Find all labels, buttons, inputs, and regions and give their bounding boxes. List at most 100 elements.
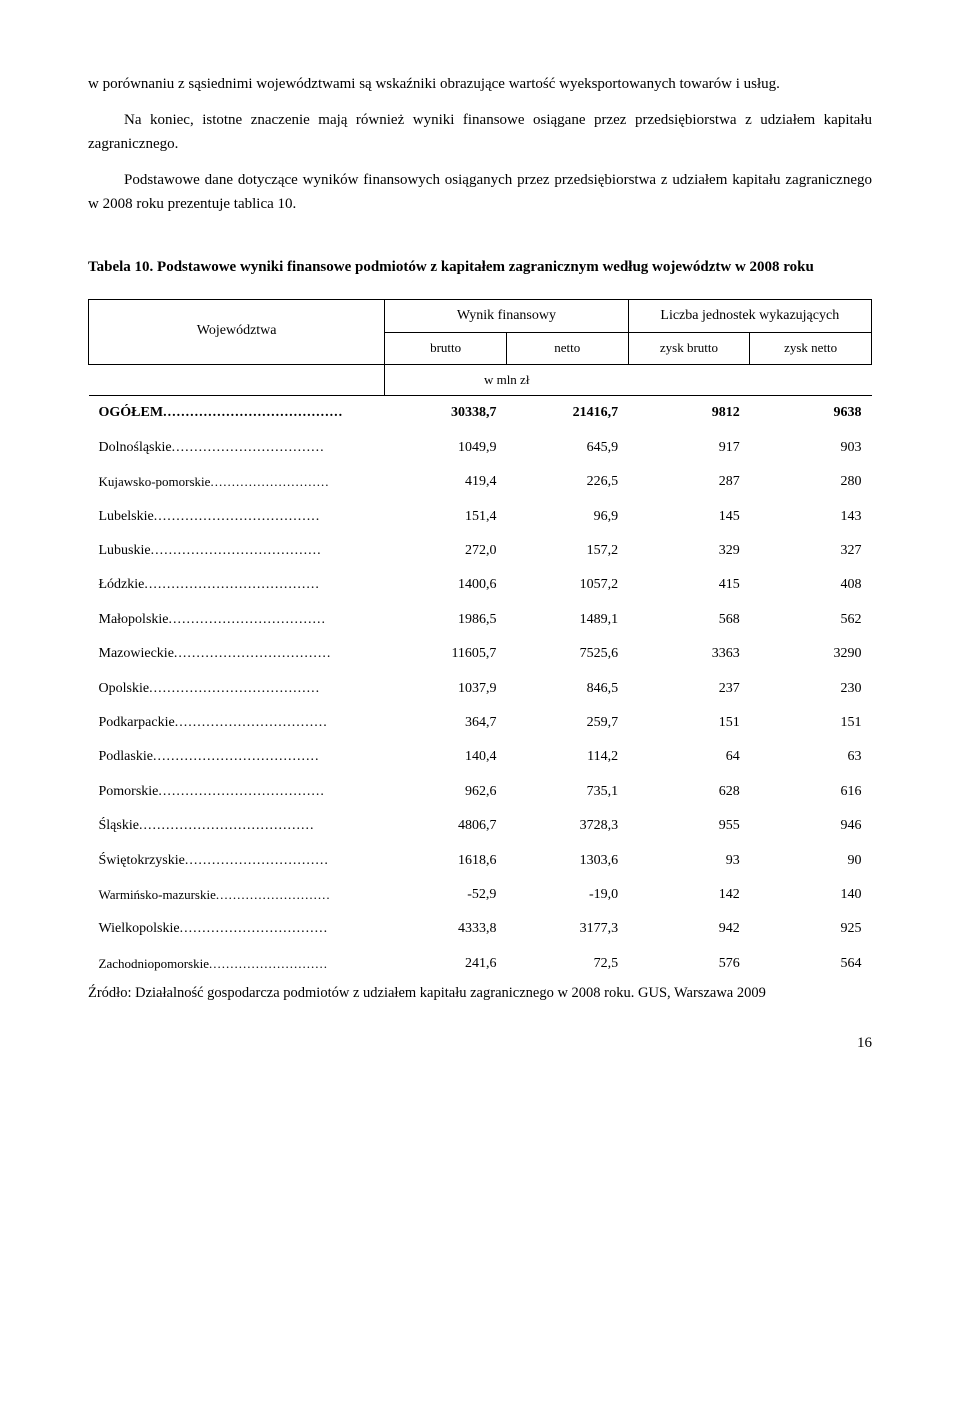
row-value: 3728,3	[506, 809, 628, 843]
row-label: Świętokrzyskie..........................…	[89, 844, 385, 878]
row-value: 616	[750, 775, 872, 809]
row-label: OGÓŁEM..................................…	[89, 396, 385, 431]
unit-empty2	[628, 364, 871, 396]
row-label: Dolnośląskie............................…	[89, 431, 385, 465]
table-row: Dolnośląskie............................…	[89, 431, 872, 465]
row-value: 64	[628, 740, 750, 774]
row-label: Warmińsko-mazurskie.....................…	[89, 878, 385, 912]
row-value: 7525,6	[506, 637, 628, 671]
paragraph-2: Na koniec, istotne znaczenie mają równie…	[88, 108, 872, 156]
row-value: 628	[628, 775, 750, 809]
row-value: 142	[628, 878, 750, 912]
unit-label: w mln zł	[385, 364, 628, 396]
row-value: 645,9	[506, 431, 628, 465]
caption-label: Tabela 10.	[88, 259, 153, 275]
table-caption: Tabela 10. Podstawowe wyniki finansowe p…	[88, 256, 872, 279]
row-label: Lubuskie................................…	[89, 534, 385, 568]
table-row: Śląskie.................................…	[89, 809, 872, 843]
row-label: Pomorskie...............................…	[89, 775, 385, 809]
table-row: Warmińsko-mazurskie.....................…	[89, 878, 872, 912]
row-value: 287	[628, 465, 750, 499]
subheader-brutto: brutto	[385, 332, 507, 364]
row-value: 564	[750, 947, 872, 981]
row-value: 151	[750, 706, 872, 740]
row-value: 576	[628, 947, 750, 981]
paragraph-3: Podstawowe dane dotyczące wyników finans…	[88, 168, 872, 216]
row-value: 280	[750, 465, 872, 499]
row-value: 917	[628, 431, 750, 465]
row-label: Podkarpackie............................…	[89, 706, 385, 740]
table-row: Podlaskie...............................…	[89, 740, 872, 774]
row-value: 942	[628, 912, 750, 946]
row-value: 1057,2	[506, 568, 628, 602]
row-value: 962,6	[385, 775, 507, 809]
row-value: 237	[628, 672, 750, 706]
row-value: 4333,8	[385, 912, 507, 946]
row-value: 846,5	[506, 672, 628, 706]
row-value: 30338,7	[385, 396, 507, 431]
row-value: 230	[750, 672, 872, 706]
row-value: 1037,9	[385, 672, 507, 706]
row-value: 96,9	[506, 500, 628, 534]
row-value: 562	[750, 603, 872, 637]
row-value: 145	[628, 500, 750, 534]
row-value: 1986,5	[385, 603, 507, 637]
table-row: OGÓŁEM..................................…	[89, 396, 872, 431]
table-row: Lubelskie...............................…	[89, 500, 872, 534]
row-value: 735,1	[506, 775, 628, 809]
row-value: 226,5	[506, 465, 628, 499]
paragraph-1: w porównaniu z sąsiednimi województwami …	[88, 72, 872, 96]
table-row: Podkarpackie............................…	[89, 706, 872, 740]
header-wynik-finansowy: Wynik finansowy	[385, 299, 628, 332]
table-row: Kujawsko-pomorskie......................…	[89, 465, 872, 499]
row-value: 327	[750, 534, 872, 568]
row-value: 903	[750, 431, 872, 465]
unit-empty	[89, 364, 385, 396]
header-wojewodztwa: Województwa	[89, 299, 385, 364]
row-value: 151,4	[385, 500, 507, 534]
row-value: 11605,7	[385, 637, 507, 671]
row-value: 72,5	[506, 947, 628, 981]
row-value: 93	[628, 844, 750, 878]
row-value: 1400,6	[385, 568, 507, 602]
row-value: 21416,7	[506, 396, 628, 431]
row-value: 568	[628, 603, 750, 637]
row-value: 4806,7	[385, 809, 507, 843]
row-label: Wielkopolskie...........................…	[89, 912, 385, 946]
row-value: 157,2	[506, 534, 628, 568]
row-label: Opolskie................................…	[89, 672, 385, 706]
row-value: 925	[750, 912, 872, 946]
row-value: 9812	[628, 396, 750, 431]
row-value: 3363	[628, 637, 750, 671]
row-label: Łódzkie.................................…	[89, 568, 385, 602]
row-value: 364,7	[385, 706, 507, 740]
row-value: 408	[750, 568, 872, 602]
row-label: Kujawsko-pomorskie......................…	[89, 465, 385, 499]
row-value: 415	[628, 568, 750, 602]
row-value: -52,9	[385, 878, 507, 912]
row-value: 1489,1	[506, 603, 628, 637]
row-label: Lubelskie...............................…	[89, 500, 385, 534]
row-value: 140,4	[385, 740, 507, 774]
row-value: 329	[628, 534, 750, 568]
row-value: 1303,6	[506, 844, 628, 878]
row-value: 946	[750, 809, 872, 843]
row-value: 272,0	[385, 534, 507, 568]
row-value: 140	[750, 878, 872, 912]
financial-table: Województwa Wynik finansowy Liczba jedno…	[88, 299, 872, 982]
row-value: 114,2	[506, 740, 628, 774]
row-label: Śląskie.................................…	[89, 809, 385, 843]
row-label: Mazowieckie.............................…	[89, 637, 385, 671]
row-label: Podlaskie...............................…	[89, 740, 385, 774]
subheader-zysk-netto: zysk netto	[750, 332, 872, 364]
row-value: 143	[750, 500, 872, 534]
table-row: Łódzkie.................................…	[89, 568, 872, 602]
table-row: Wielkopolskie...........................…	[89, 912, 872, 946]
table-row: Świętokrzyskie..........................…	[89, 844, 872, 878]
row-value: 3290	[750, 637, 872, 671]
table-row: Lubuskie................................…	[89, 534, 872, 568]
table-row: Mazowieckie.............................…	[89, 637, 872, 671]
row-value: 419,4	[385, 465, 507, 499]
source-note: Źródło: Działalność gospodarcza podmiotó…	[88, 983, 872, 1003]
row-value: 955	[628, 809, 750, 843]
